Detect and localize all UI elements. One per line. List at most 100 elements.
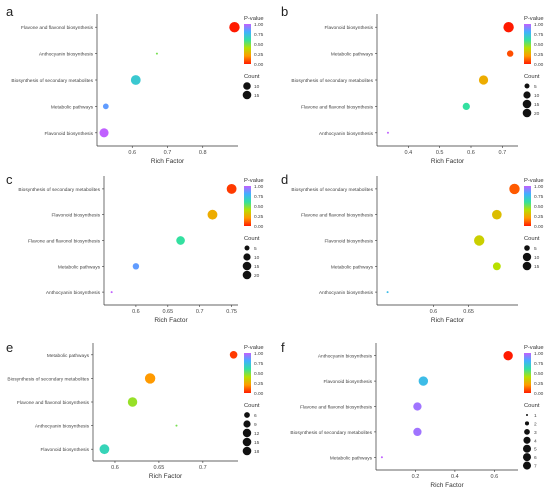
x-tick-label: 0.75	[226, 309, 237, 315]
panel-letter: e	[6, 340, 13, 355]
data-point	[413, 427, 422, 437]
size-legend-dot	[522, 99, 532, 109]
panel-letter: a	[6, 4, 14, 19]
colorbar-tick-label: 0.75	[534, 32, 544, 38]
colorbar-tick-label: 0.25	[254, 214, 264, 220]
size-legend-label: 15	[254, 93, 260, 99]
colorbar-tick-label: 0.50	[534, 42, 544, 48]
size-legend-dot	[244, 412, 250, 418]
legend-color-title: P-value	[524, 16, 544, 22]
y-tick-label: Metabolic pathways	[330, 455, 373, 461]
x-axis-label: Rich Factor	[154, 317, 188, 324]
x-axis-label: Rich Factor	[430, 482, 464, 489]
data-point	[492, 209, 502, 220]
y-tick-label: Flavonoid biosynthesis	[323, 379, 372, 385]
x-tick-label: 0.65	[154, 465, 165, 471]
size-legend-label: 12	[254, 431, 260, 437]
size-legend-dot	[242, 270, 252, 280]
legend-size-title: Count	[244, 74, 260, 80]
size-legend-label: 15	[534, 264, 540, 270]
size-legend-label: 2	[534, 421, 537, 427]
data-point	[418, 376, 429, 386]
data-point	[110, 291, 113, 294]
colorbar-tick-label: 0.00	[534, 224, 544, 230]
data-point	[229, 351, 238, 359]
data-point	[506, 50, 514, 57]
colorbar-tick-label: 0.50	[254, 371, 264, 377]
p-value-colorbar	[524, 353, 531, 393]
size-legend-dot	[523, 436, 531, 444]
data-point	[132, 263, 140, 270]
data-point	[503, 351, 513, 361]
panel-b: b Flavonoid biosynthesis Metabolic pathway…	[281, 4, 544, 165]
data-point	[130, 75, 141, 85]
size-legend-dot	[243, 253, 251, 261]
size-legend-label: 5	[254, 246, 257, 252]
y-tick-label: Metabolic pathways	[331, 52, 374, 58]
y-tick-label: Metabolic pathways	[331, 264, 374, 270]
panel-letter: f	[281, 340, 285, 355]
panel-f: f Anthocyanin biosynthesis Flavonoid biosy…	[281, 340, 544, 489]
y-tick-label: Flavone and flavonol biosynthesis	[17, 400, 90, 406]
y-tick-label: Flavonoid biosynthesis	[324, 239, 373, 245]
size-legend-dot	[243, 420, 251, 428]
y-tick-label: Flavonoid biosynthesis	[51, 213, 100, 219]
size-legend-dot	[526, 414, 528, 416]
x-tick-label: 0.4	[451, 474, 459, 480]
size-legend-label: 15	[254, 264, 260, 270]
colorbar-tick-label: 1.00	[254, 22, 264, 28]
size-legend-label: 18	[254, 449, 260, 455]
size-legend-dot	[524, 83, 530, 89]
size-legend-label: 15	[534, 102, 540, 108]
x-tick-label: 0.7	[164, 150, 172, 156]
size-legend-dot	[523, 91, 531, 99]
size-legend-dot	[243, 82, 251, 90]
x-tick-label: 0.65	[162, 309, 173, 315]
legend-color-title: P-value	[244, 345, 264, 351]
y-tick-label: Flavone and flavonol biosynthesis	[300, 405, 373, 411]
panel-c: c Biosynthesis of secondary metabolites Fl…	[6, 172, 264, 324]
size-legend-label: 3	[534, 430, 537, 436]
size-legend-dot	[522, 252, 532, 262]
colorbar-tick-label: 1.00	[254, 184, 264, 190]
colorbar-tick-label: 0.25	[534, 381, 544, 387]
data-point	[155, 52, 158, 55]
x-tick-label: 0.7	[499, 150, 507, 156]
size-legend-label: 5	[534, 84, 537, 90]
size-legend-label: 7	[534, 464, 537, 470]
y-tick-label: Metabolic pathways	[58, 264, 101, 270]
data-point	[176, 236, 185, 245]
size-legend-dot	[524, 421, 530, 426]
data-point	[226, 183, 237, 194]
size-legend-dot	[242, 437, 252, 447]
x-tick-label: 0.6	[430, 309, 438, 315]
size-legend-label: 6	[254, 413, 257, 419]
x-tick-label: 0.6	[491, 474, 499, 480]
y-tick-label: Flavone and flavonol biosynthesis	[21, 25, 94, 31]
legend-size-title: Count	[524, 236, 540, 242]
colorbar-tick-label: 0.25	[254, 381, 264, 387]
data-point	[102, 103, 109, 110]
colorbar-tick-label: 0.00	[534, 391, 544, 397]
x-tick-label: 0.2	[412, 474, 420, 480]
p-value-colorbar	[244, 186, 251, 226]
data-point	[492, 262, 501, 271]
y-tick-label: Biosynthesis of secondary metabolites	[18, 187, 100, 193]
data-point	[413, 402, 422, 411]
colorbar-tick-label: 0.50	[254, 42, 264, 48]
size-legend-label: 5	[534, 246, 537, 252]
size-legend-dot	[522, 108, 532, 118]
size-legend-label: 10	[254, 84, 260, 90]
y-tick-label: Biosynthesis of secondary metabolites	[7, 376, 89, 382]
x-tick-label: 0.6	[132, 309, 140, 315]
panel-a: a Flavone and flavonol biosynthesis Anthoc…	[6, 4, 264, 165]
data-point	[99, 444, 110, 455]
y-tick-label: Flavonoid biosynthesis	[40, 447, 89, 453]
x-tick-label: 0.6	[467, 150, 475, 156]
size-legend-dot	[242, 446, 252, 456]
p-value-colorbar	[524, 186, 531, 226]
x-axis-label: Rich Factor	[431, 317, 465, 324]
size-legend-dot	[242, 428, 252, 438]
size-legend-dot	[524, 428, 530, 435]
x-tick-label: 0.65	[463, 309, 474, 315]
